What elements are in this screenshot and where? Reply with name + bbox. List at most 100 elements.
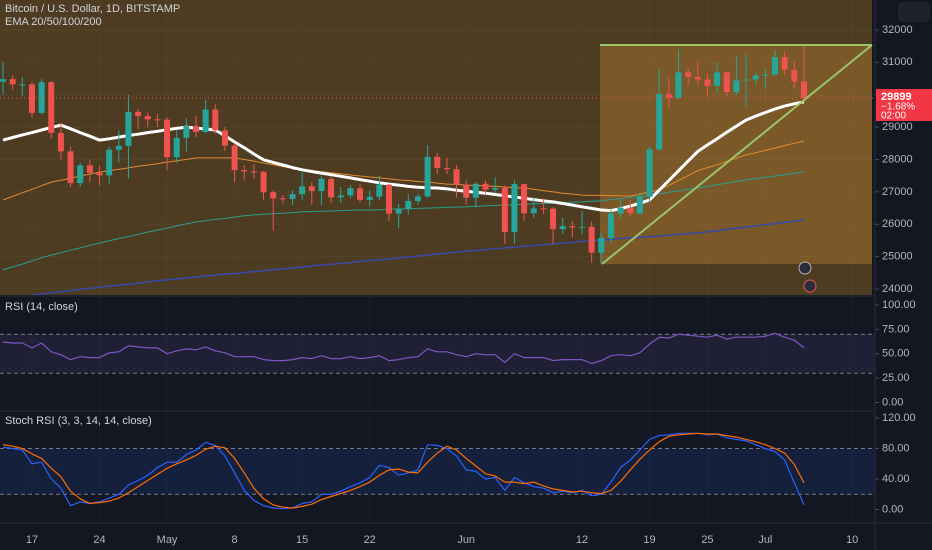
candle-body (115, 145, 122, 150)
candle-body (96, 172, 103, 176)
candle-body (636, 196, 643, 214)
candle-body (86, 165, 93, 173)
candle-body (212, 109, 219, 131)
pane-title: Stoch RSI (3, 3, 14, 14, close) (5, 415, 152, 427)
candle-body (77, 165, 84, 184)
candle-body (550, 208, 557, 230)
x-tick-label: 25 (701, 534, 713, 546)
candle-body (530, 208, 537, 214)
candle-body (347, 188, 354, 196)
candle-body (492, 187, 499, 190)
candle-body (289, 194, 296, 199)
candle-body (38, 82, 45, 113)
y-tick-label: 0.00 (882, 503, 903, 515)
candle-body (395, 208, 402, 214)
candle-body (231, 145, 238, 171)
price-pane (0, 46, 875, 295)
y-tick-label: 28000 (882, 153, 913, 165)
candle-body (260, 171, 267, 193)
candle-body (646, 149, 653, 197)
settings-button[interactable] (898, 2, 930, 22)
candle-body (685, 72, 692, 77)
candle-body (386, 184, 392, 214)
candle-body (405, 200, 412, 209)
candle-body (318, 178, 325, 191)
indicator-line (2, 432, 805, 509)
y-tick-label: 100.00 (882, 299, 916, 311)
candle-body (221, 130, 228, 146)
candle-body (337, 195, 344, 198)
candle-body (501, 187, 508, 233)
price-tag-value: 29899 (881, 91, 912, 103)
candle-body (569, 226, 576, 228)
candle-body (443, 167, 450, 170)
candle-body (424, 156, 431, 197)
candle-body (270, 192, 277, 199)
candle-body (511, 184, 518, 233)
x-tick-label: 22 (364, 534, 376, 546)
candle-body (173, 137, 180, 158)
x-tick-label: 10 (846, 534, 858, 546)
band-fill (0, 334, 875, 374)
candle-body (733, 80, 740, 93)
x-tick-label: 15 (296, 534, 308, 546)
y-tick-label: 25.00 (882, 372, 910, 384)
y-tick-label: 32000 (882, 24, 913, 36)
indicator-line (2, 332, 805, 365)
candle-body (57, 132, 64, 152)
candle-body (376, 184, 383, 197)
candle-body (299, 186, 306, 195)
y-tick-label: 25000 (882, 251, 913, 263)
candle-body (540, 208, 547, 210)
chart-title: Bitcoin / U.S. Dollar, 1D, BITSTAMP (5, 3, 180, 15)
triangle-side (601, 44, 873, 265)
candle-body (125, 111, 132, 146)
candle-body (607, 213, 614, 238)
x-tick-label: 8 (232, 534, 238, 546)
y-tick-label: 40.00 (882, 473, 910, 485)
ema-line (2, 140, 805, 201)
candle-body (202, 109, 209, 132)
x-tick-label: 19 (643, 534, 655, 546)
candle-body (791, 69, 798, 82)
candle-body (9, 79, 16, 85)
candle-body (144, 116, 151, 120)
indicator-label: EMA 20/50/100/200 (5, 16, 102, 28)
candle-body (164, 119, 171, 158)
candle-body (665, 94, 672, 98)
candle-body (579, 226, 585, 228)
candle-body (463, 184, 470, 198)
indicator-pane (0, 332, 875, 374)
candle-body (308, 186, 315, 191)
price-tag-countdown: 02:00 (881, 111, 906, 122)
y-tick-label: 31000 (882, 56, 913, 68)
candle-body (279, 198, 286, 200)
event-icon[interactable] (798, 261, 812, 275)
candle-body (0, 79, 6, 82)
candle-body (772, 57, 778, 75)
candle-body (656, 94, 663, 150)
price-tag (876, 88, 932, 121)
candle-body (588, 226, 595, 253)
candle-body (559, 226, 566, 230)
y-tick-label: 75.00 (882, 323, 910, 335)
candle-body (714, 72, 721, 86)
event-icon[interactable] (803, 279, 817, 293)
y-tick-label: 29000 (882, 121, 913, 133)
candle-body (414, 196, 421, 201)
candle-body (48, 82, 55, 133)
candle-body (183, 126, 190, 138)
candle-body (28, 84, 35, 113)
candle-body (781, 57, 788, 70)
candle-body (453, 169, 460, 185)
candle-body (357, 188, 364, 200)
y-tick-label: 0.00 (882, 396, 903, 408)
x-tick-label: 24 (93, 534, 105, 546)
y-tick-label: 80.00 (882, 442, 910, 454)
candle-body (106, 149, 113, 176)
candle-body (675, 72, 682, 98)
candle-body (250, 171, 257, 173)
candle-body (19, 84, 26, 86)
candle-body (366, 196, 373, 200)
